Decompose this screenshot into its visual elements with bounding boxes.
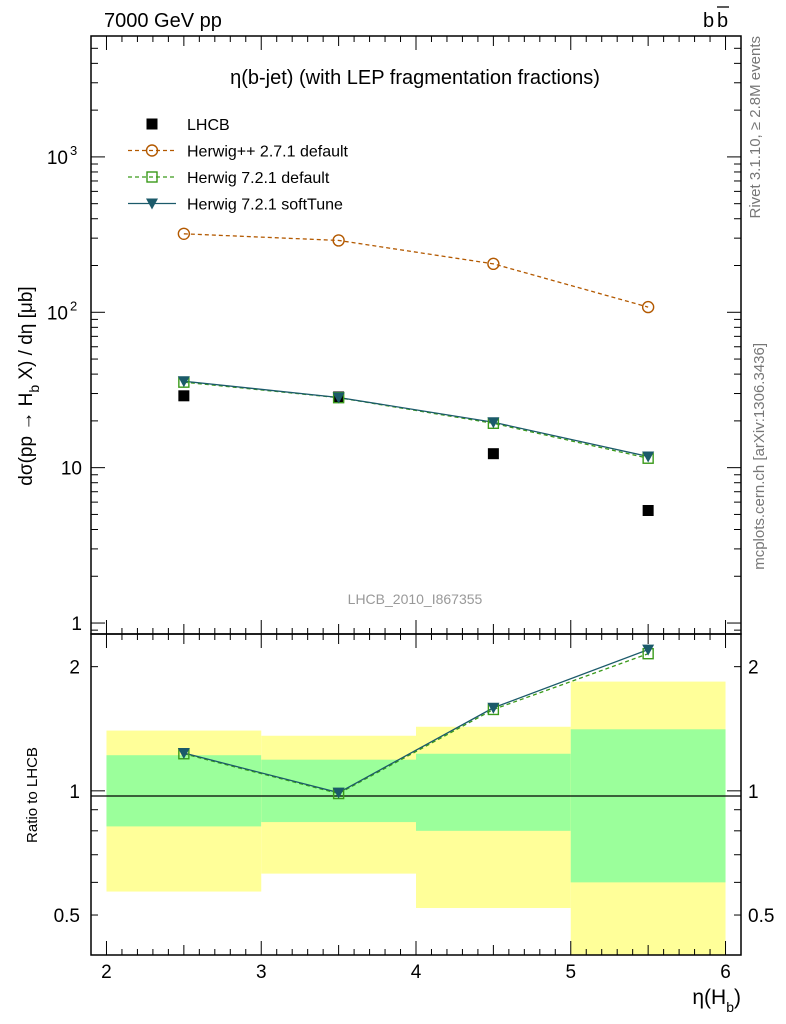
- band-inner: [106, 755, 262, 827]
- ratio-ytick-labels: 0.5 0.5 1 1 2 2: [54, 658, 775, 927]
- main-title: η(b-jet) (with LEP fragmentation fractio…: [230, 67, 600, 89]
- main-ylabel-part: X) / dη [μb]: [16, 286, 37, 385]
- ratio-xlabel-sub: b: [726, 999, 734, 1015]
- ratio-xlabel-part: ): [734, 986, 741, 1009]
- legend-marker: [145, 144, 159, 157]
- main-ytick-label: 10: [47, 148, 68, 169]
- ratio-series-point: [177, 748, 190, 760]
- ratio-lines: [183, 648, 649, 795]
- ratio-xtick-label: 5: [565, 962, 576, 983]
- main-ylabel: dσ(pp → Hb X) / dη [μb]: [16, 286, 42, 485]
- main-ytick-label: 10: [47, 303, 68, 324]
- ratio-ytick-label-left: 0.5: [54, 906, 80, 927]
- ratio-frame: [90, 633, 742, 956]
- legend-marker: [146, 198, 158, 210]
- series-point: [332, 392, 345, 404]
- ratio-series-point: [332, 787, 345, 799]
- ratio-xlabel-text: η(Hb): [692, 986, 741, 1015]
- series-point: [178, 390, 190, 402]
- ratio-series-point: [642, 644, 655, 656]
- ratio-markers: [177, 644, 655, 800]
- ratio-panel: 0.5 0.5 1 1 2 2 2 3 4 5 6 Ratio to LHCB η(Hb): [24, 633, 775, 1015]
- ratio-series-line: [183, 648, 649, 794]
- main-ytick-exp: 3: [70, 143, 77, 158]
- ratio-ticks: [91, 634, 741, 956]
- ratio-ytick-label-left: 2: [69, 658, 80, 679]
- series-point: [177, 227, 191, 240]
- series-line: [183, 381, 649, 459]
- ratio-ylabel: Ratio to LHCB: [24, 747, 41, 843]
- main-ticks: [91, 35, 741, 634]
- header-right-b: b: [703, 10, 714, 32]
- ratio-series-line: [183, 653, 649, 795]
- main-ytick-label: 10: [61, 459, 82, 480]
- main-markers: [177, 227, 655, 516]
- band-inner: [416, 753, 571, 831]
- ratio-xtick-label: 6: [720, 962, 731, 983]
- main-ylabel-part: dσ(pp → H: [16, 393, 37, 486]
- ratio-series-point: [487, 702, 500, 714]
- main-lines: [183, 233, 649, 459]
- ratio-ytick-label-right: 2: [748, 658, 759, 679]
- ratio-xtick-label: 3: [256, 962, 267, 983]
- ratio-xlabel-part: η(H: [692, 986, 726, 1009]
- main-ytick-label: 1: [71, 614, 82, 635]
- series-point: [641, 300, 655, 314]
- ratio-xlabel: η(Hb): [692, 986, 741, 1015]
- analysis-label: LHCB_2010_I867355: [348, 591, 483, 607]
- header-right: b b: [703, 6, 729, 32]
- legend-label: Herwig 7.2.1 softTune: [187, 197, 343, 214]
- ratio-ytick-label-right: 1: [748, 782, 759, 803]
- series-line: [183, 233, 649, 308]
- legend-marker: [146, 171, 158, 183]
- legend-marker: [146, 118, 158, 130]
- series-point: [332, 234, 345, 247]
- band-inner: [570, 729, 726, 883]
- series-point: [487, 257, 500, 271]
- header-right-bbar: b: [717, 10, 728, 32]
- header-left: 7000 GeV pp: [104, 10, 222, 32]
- ratio-xtick-label: 4: [411, 962, 422, 983]
- main-title-eta: η(b-jet) (with LEP fragmentation fractio…: [230, 67, 600, 89]
- legend: LHCB Herwig++ 2.7.1 default Herwig 7.2.1 d…: [128, 117, 349, 214]
- legend-label: Herwig 7.2.1 default: [187, 170, 330, 187]
- mcplots-label: mcplots.cern.ch [arXiv:1306.3436]: [751, 343, 768, 570]
- series-point: [177, 376, 190, 388]
- ratio-ytick-label-right: 0.5: [748, 906, 774, 927]
- main-ylabel-text: dσ(pp → Hb X) / dη [μb]: [16, 286, 42, 485]
- series-point: [642, 504, 654, 516]
- main-ytick-exp: 2: [70, 298, 77, 313]
- series-point: [487, 417, 500, 429]
- ratio-xtick-labels: 2 3 4 5 6: [101, 962, 731, 983]
- main-ylabel-sub: b: [26, 385, 42, 393]
- legend-label: Herwig++ 2.7.1 default: [187, 144, 349, 161]
- series-point: [487, 448, 499, 460]
- ratio-bands: [106, 681, 726, 955]
- ratio-xtick-label: 2: [101, 962, 112, 983]
- rivet-label: Rivet 3.1.10, ≥ 2.8M events: [747, 36, 764, 219]
- series-line: [183, 380, 649, 458]
- series-point: [642, 451, 655, 463]
- legend-label: LHCB: [187, 117, 230, 134]
- ratio-ytick-label-left: 1: [69, 782, 80, 803]
